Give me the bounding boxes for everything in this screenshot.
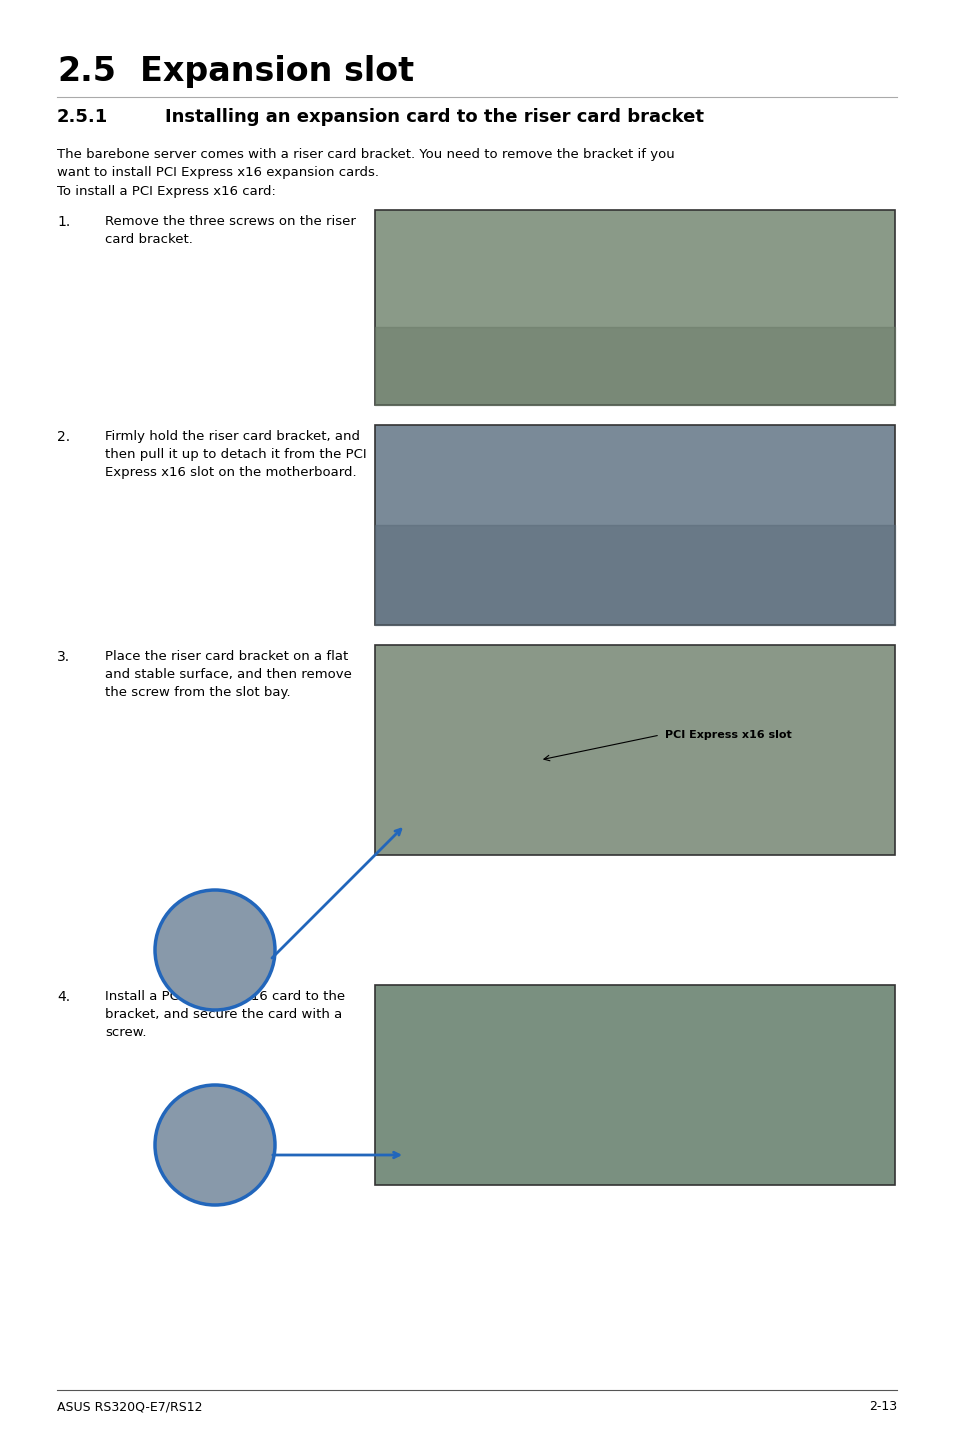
Bar <box>375 426 894 626</box>
Bar <box>375 985 894 1185</box>
Text: 3.: 3. <box>57 650 71 664</box>
Text: Remove the three screws on the riser
card bracket.: Remove the three screws on the riser car… <box>105 216 355 246</box>
Text: The barebone server comes with a riser card bracket. You need to remove the brac: The barebone server comes with a riser c… <box>57 148 674 178</box>
Circle shape <box>154 890 274 1009</box>
Bar <box>375 210 894 406</box>
Text: Install a PCI Express x16 card to the
bracket, and secure the card with a
screw.: Install a PCI Express x16 card to the br… <box>105 989 345 1040</box>
Bar <box>375 646 894 856</box>
Text: Installing an expansion card to the riser card bracket: Installing an expansion card to the rise… <box>165 108 703 127</box>
Text: 2.: 2. <box>57 430 71 444</box>
Text: Firmly hold the riser card bracket, and
then pull it up to detach it from the PC: Firmly hold the riser card bracket, and … <box>105 430 366 479</box>
Text: 2.5.1: 2.5.1 <box>57 108 108 127</box>
Text: 2-13: 2-13 <box>868 1401 896 1414</box>
Text: Expansion slot: Expansion slot <box>140 55 414 88</box>
Text: PCI Express x16 slot: PCI Express x16 slot <box>664 731 791 741</box>
Text: 2.5: 2.5 <box>57 55 116 88</box>
Circle shape <box>154 1086 274 1205</box>
Text: To install a PCI Express x16 card:: To install a PCI Express x16 card: <box>57 186 275 198</box>
Text: 4.: 4. <box>57 989 71 1004</box>
Text: Place the riser card bracket on a flat
and stable surface, and then remove
the s: Place the riser card bracket on a flat a… <box>105 650 352 699</box>
Text: 1.: 1. <box>57 216 71 229</box>
Text: ASUS RS320Q-E7/RS12: ASUS RS320Q-E7/RS12 <box>57 1401 202 1414</box>
